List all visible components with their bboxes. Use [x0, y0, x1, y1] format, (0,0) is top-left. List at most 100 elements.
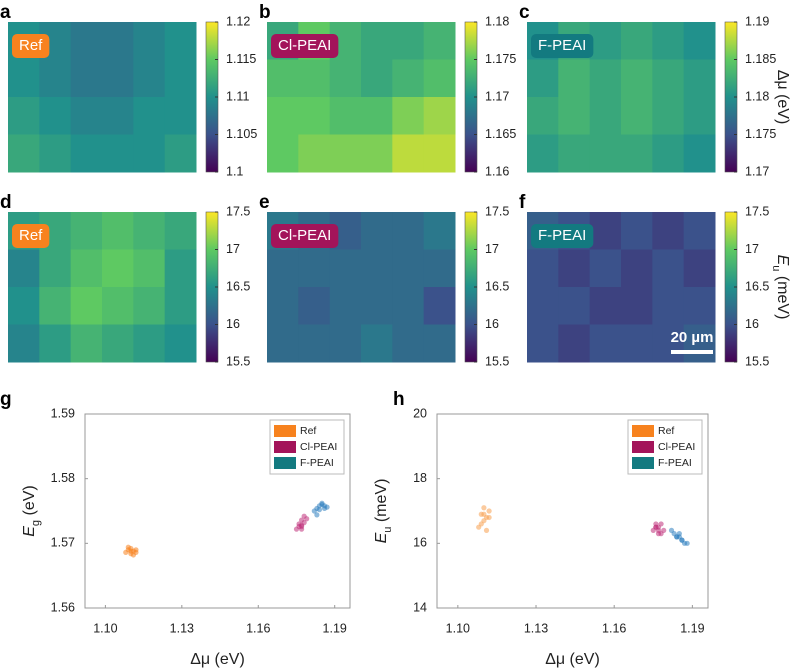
legend-swatch: [632, 457, 654, 469]
heatmap-cell: [298, 59, 331, 98]
heatmap-cell: [621, 324, 653, 363]
heatmap-cell: [164, 249, 197, 288]
heatmap-cell: [423, 134, 456, 173]
heatmap-cell: [298, 249, 331, 288]
y-tick-label: 16: [413, 536, 427, 550]
colorbar-tick-label: 16: [226, 317, 240, 331]
colorbar-tick-label: 1.11: [226, 89, 249, 103]
heatmap-cell: [423, 287, 456, 325]
heatmap-cell: [102, 324, 134, 363]
heatmap-cell: [298, 287, 331, 325]
heatmap-cell: [164, 22, 197, 60]
heatmap-cell: [39, 249, 72, 288]
colorbar-tick-label: 15.5: [226, 354, 250, 368]
y-axis-label-unit: (meV): [373, 479, 390, 527]
scatter-point: [128, 548, 134, 554]
heatmap-cell: [652, 134, 685, 173]
scatter-point: [133, 549, 139, 555]
heatmap-cell: [621, 97, 653, 135]
heatmap-cell: [102, 249, 134, 288]
panel-letter: e: [259, 192, 270, 213]
heatmap-cell: [267, 287, 299, 325]
colorbar-tick-label: 1.12: [226, 14, 250, 28]
heatmap-cell: [423, 249, 456, 288]
heatmap-cell: [527, 249, 559, 288]
y-tick-label: 18: [413, 471, 427, 485]
colorbar-tick-label: 1.185: [745, 52, 776, 66]
heatmap-cell: [70, 22, 103, 60]
heatmap-cell: [267, 59, 299, 98]
heatmap-cell: [39, 324, 72, 363]
heatmap-cell: [589, 22, 622, 60]
legend-swatch: [274, 457, 296, 469]
heatmap-cell: [392, 22, 425, 60]
x-tick-label: 1.10: [446, 621, 470, 635]
heatmap-cell: [621, 59, 653, 98]
heatmap-cell: [683, 59, 716, 98]
scale-bar-label: 20 µm: [671, 329, 714, 346]
heatmap-cell: [423, 59, 456, 98]
scatter-point: [684, 540, 690, 546]
colorbar-tick-label: 17: [485, 242, 499, 256]
panel-letter: d: [0, 192, 12, 213]
colorbar-label: Eu (meV): [770, 255, 791, 320]
heatmap-cell: [527, 134, 559, 173]
x-tick-label: 1.16: [602, 621, 626, 635]
colorbar-tick-label: 15.5: [485, 354, 509, 368]
heatmap-cell: [298, 324, 331, 363]
heatmap-cell: [329, 59, 362, 98]
legend-swatch: [632, 441, 654, 453]
heatmap-cell: [558, 249, 591, 288]
heatmap-cell: [527, 59, 559, 98]
x-tick-label: 1.16: [246, 621, 270, 635]
y-axis-label-unit: (eV): [21, 485, 38, 520]
sample-badge-text: F-PEAI: [538, 37, 586, 54]
colorbar-tick-label: 16.5: [226, 279, 250, 293]
heatmap-cell: [392, 287, 425, 325]
heatmap-cell: [133, 22, 166, 60]
heatmap-cell: [652, 287, 685, 325]
heatmap-cell: [652, 212, 685, 250]
heatmap-cell: [652, 59, 685, 98]
plot-frame: [436, 413, 709, 609]
heatmap-cell: [621, 212, 653, 250]
heatmap-cell: [392, 59, 425, 98]
heatmap-cell: [558, 59, 591, 98]
colorbar-tick-label: 17: [226, 242, 240, 256]
scatter-point: [314, 512, 320, 518]
heatmap-cell: [683, 324, 716, 363]
colorbar-label-subscript: u: [770, 265, 782, 271]
heatmap-cell: [652, 324, 685, 363]
y-axis-label: Eu (meV): [373, 479, 394, 544]
legend-label: Cl-PEAI: [300, 441, 337, 453]
legend-swatch: [274, 425, 296, 437]
heatmap-cell: [683, 287, 716, 325]
colorbar-tick-label: 17.5: [745, 204, 769, 218]
x-axis-label: Δμ (eV): [190, 651, 245, 668]
scatter-point: [653, 524, 659, 530]
heatmap-cell: [621, 249, 653, 288]
panel-letter: h: [393, 389, 405, 410]
colorbar-tick-label: 16.5: [745, 279, 769, 293]
heatmap-cell: [133, 212, 166, 250]
heatmap-cell: [70, 324, 103, 363]
sample-badge-text: Ref: [19, 37, 43, 54]
legend-label: Cl-PEAI: [658, 441, 695, 453]
heatmap-cell: [70, 249, 103, 288]
heatmap-cell: [102, 287, 134, 325]
heatmap-cell: [361, 249, 393, 288]
heatmap-cell: [329, 97, 362, 135]
heatmap-cell: [558, 287, 591, 325]
y-tick-label: 14: [413, 600, 427, 614]
heatmap-cell: [164, 59, 197, 98]
heatmap-cell: [683, 249, 716, 288]
colorbar-tick-label: 1.18: [485, 14, 509, 28]
colorbar-tick-label: 1.105: [226, 127, 257, 141]
heatmap-cell: [361, 287, 393, 325]
scatter-point: [486, 508, 492, 514]
sample-badge-text: Ref: [19, 227, 43, 244]
y-tick-label: 1.56: [51, 600, 75, 614]
heatmap-cell: [392, 212, 425, 250]
heatmap-cell: [683, 97, 716, 135]
y-tick-label: 1.59: [51, 406, 75, 420]
